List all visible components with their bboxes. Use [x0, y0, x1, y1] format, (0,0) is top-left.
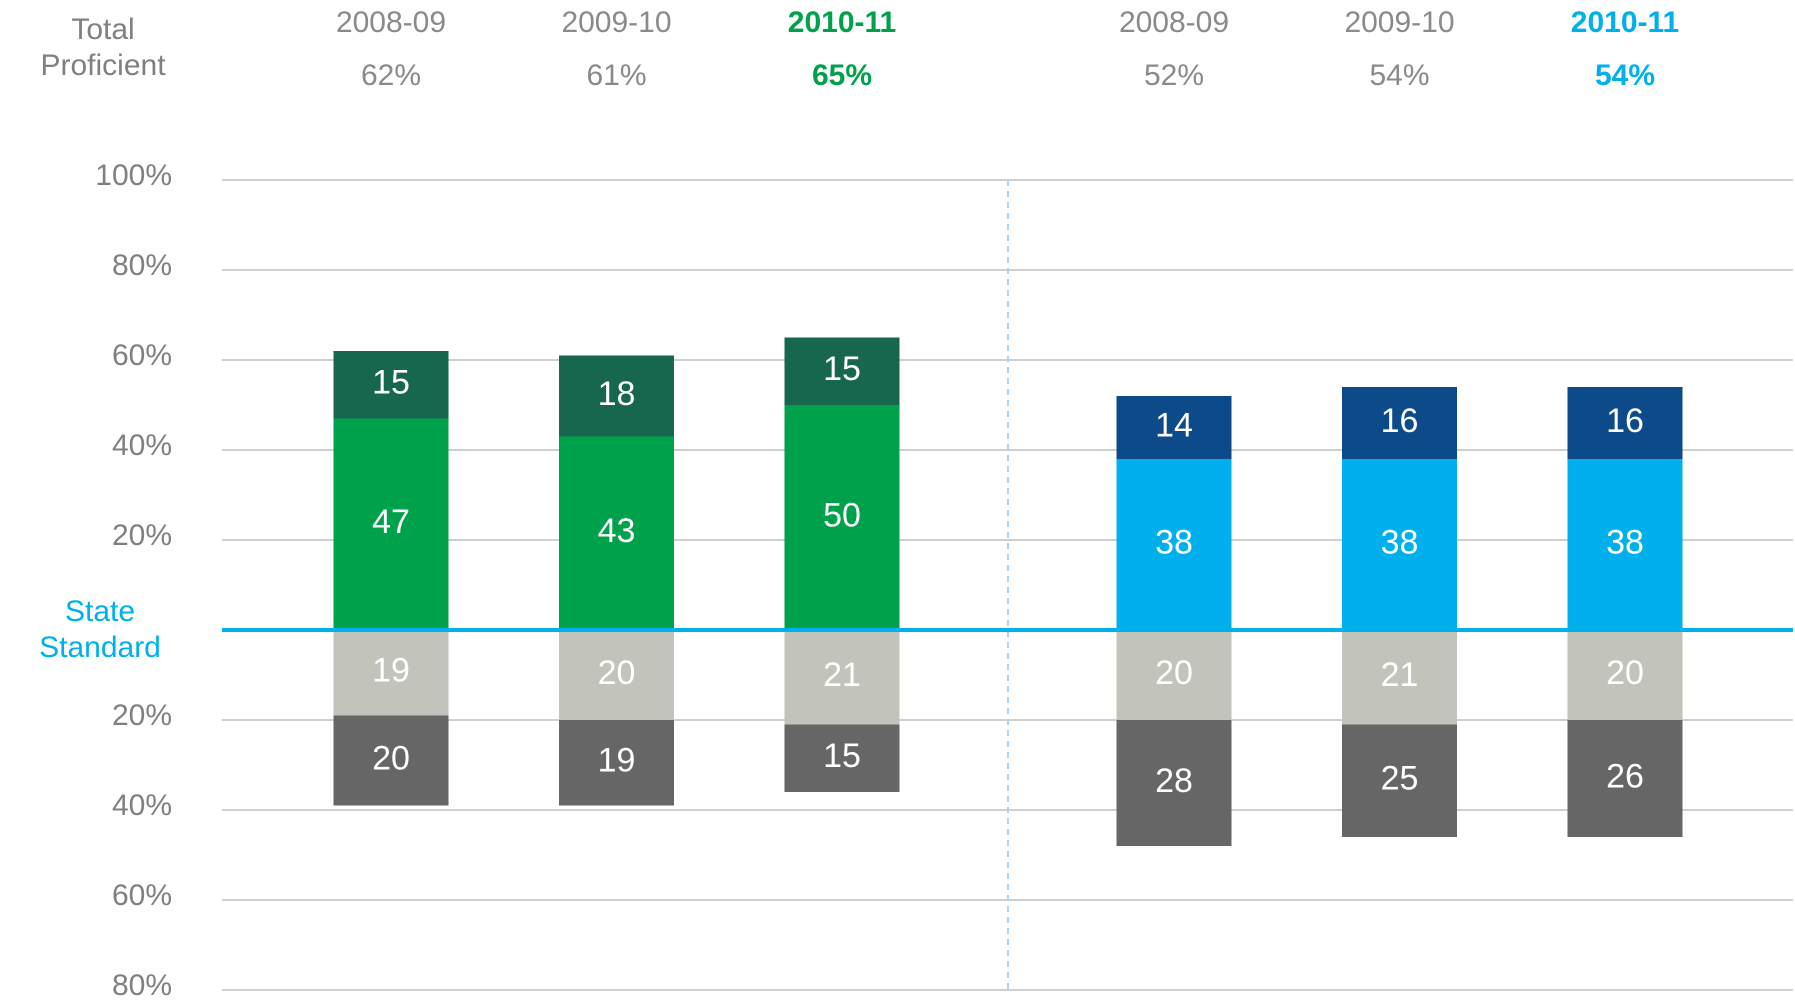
bar-segment: [559, 630, 674, 720]
bar-segment: [1116, 720, 1232, 846]
total-value: 54%: [1594, 59, 1656, 92]
value-label: 26: [1606, 757, 1644, 795]
category-label: 2008-09: [1118, 6, 1230, 39]
value-label: 19: [598, 742, 636, 780]
category-label: 2010-11: [787, 6, 897, 39]
total-value: 52%: [1143, 59, 1205, 92]
value-label: 28: [1155, 762, 1193, 800]
category-label: 2008-09: [335, 6, 447, 39]
y-tick-label: State Standard: [39, 595, 161, 664]
value-label: 21: [1381, 656, 1419, 694]
bar-segment: [1116, 459, 1232, 630]
value-label: 16: [1606, 402, 1644, 440]
bar-segment: [1567, 720, 1683, 837]
y-tick-label: 20%: [111, 519, 172, 552]
y-tick-label: 60%: [111, 879, 172, 912]
bar-segment: [784, 630, 900, 725]
y-tick-label: 40%: [111, 429, 172, 462]
value-label: 20: [598, 654, 636, 692]
bar-segment: [784, 724, 900, 792]
bar-segment: [1116, 396, 1232, 459]
y-tick-label: 80%: [111, 249, 172, 282]
bar-segment: [559, 436, 674, 630]
total-value: 61%: [586, 59, 647, 92]
category-label: 2010-11: [1570, 6, 1680, 39]
total-value: 54%: [1369, 59, 1430, 92]
total-value: 65%: [811, 59, 873, 92]
bar-segment: [784, 337, 900, 405]
bar-segment: [1342, 630, 1457, 725]
y-tick-label: 60%: [111, 339, 172, 372]
bar-segment: [1567, 630, 1683, 720]
bar-segment: [333, 715, 449, 806]
value-label: 19: [372, 652, 410, 690]
y-tick-label: 100%: [95, 159, 172, 192]
bar-segment: [1342, 387, 1457, 459]
value-label: 20: [1155, 654, 1193, 692]
value-label: 15: [823, 737, 861, 775]
value-label: 38: [1155, 523, 1193, 561]
bar-segment: [1567, 387, 1683, 459]
bar-segment: [333, 351, 449, 419]
value-label: 50: [823, 496, 861, 534]
value-label: 25: [1381, 760, 1419, 798]
value-label: 14: [1155, 406, 1193, 444]
value-label: 15: [823, 350, 861, 388]
value-label: 21: [823, 656, 861, 694]
value-label: 20: [372, 739, 410, 777]
value-label: 38: [1606, 523, 1644, 561]
value-label: 18: [598, 375, 636, 413]
bar-segment: [784, 405, 900, 630]
value-label: 16: [1381, 402, 1419, 440]
bar-segment: [1342, 459, 1457, 630]
bar-segment: [1567, 459, 1683, 630]
bar-segment: [333, 418, 449, 630]
y-tick-label: 40%: [111, 789, 172, 822]
category-label: 2009-10: [561, 6, 672, 39]
value-label: 43: [598, 512, 636, 550]
value-label: 38: [1381, 523, 1419, 561]
bar-segment: [1116, 630, 1232, 720]
bar-segment: [559, 355, 674, 437]
value-label: 20: [1606, 654, 1644, 692]
bar-segment: [1342, 724, 1457, 837]
total-value: 62%: [360, 59, 422, 92]
bar-segment: [333, 630, 449, 716]
y-tick-label: 20%: [111, 699, 172, 732]
total-label: Total Proficient: [40, 13, 166, 82]
value-label: 47: [372, 503, 410, 541]
y-tick-label: 80%: [111, 969, 172, 1000]
bar-segment: [559, 720, 674, 806]
value-label: 15: [372, 364, 410, 402]
category-label: 2009-10: [1344, 6, 1455, 39]
